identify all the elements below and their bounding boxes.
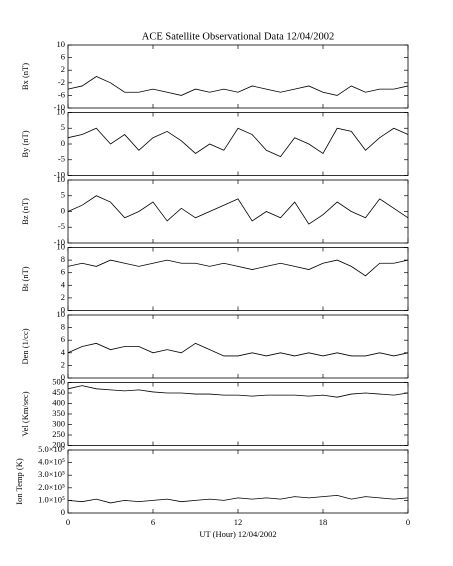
y-tick-label: 8 (61, 322, 65, 332)
y-tick-label: 500 (52, 376, 65, 386)
y-tick-label: 0 (61, 304, 65, 314)
y-axis-label: Vel (Km/sec) (20, 391, 30, 436)
y-tick-label: -10 (54, 237, 65, 247)
y-tick-label: 300 (52, 418, 65, 428)
y-tick-label: 350 (52, 408, 65, 418)
y-tick-label: -6 (58, 89, 65, 99)
y-tick-label: 10 (57, 309, 66, 319)
data-line (67, 76, 409, 96)
chart-title: ACE Satellite Observational Data 12/04/2… (142, 31, 334, 42)
data-line (67, 385, 409, 398)
y-axis-label: Ion Temp (K) (14, 458, 24, 505)
data-line (67, 127, 409, 158)
y-tick-label: 0 (61, 507, 65, 517)
x-tick-label: 18 (319, 517, 328, 527)
y-tick-label: 6 (61, 52, 65, 62)
y-tick-label: 6 (61, 267, 65, 277)
y-tick-label: 4 (61, 279, 66, 289)
y-tick-label: 5.0×10⁵ (38, 444, 65, 454)
y-tick-label: -5 (58, 154, 65, 164)
data-line (67, 494, 409, 504)
y-tick-label: 0 (61, 372, 65, 382)
data-line (67, 259, 409, 277)
y-axis-label: Bt (nT) (20, 266, 30, 291)
y-axis-label: By (nT) (20, 130, 30, 157)
y-tick-label: 400 (52, 397, 65, 407)
y-tick-label: 10 (57, 241, 66, 251)
data-line (67, 195, 409, 225)
y-tick-label: 5 (61, 190, 65, 200)
y-tick-label: -5 (58, 221, 65, 231)
y-tick-label: 10 (57, 174, 66, 184)
y-tick-label: 10 (57, 106, 66, 116)
y-tick-label: 250 (52, 429, 65, 439)
y-tick-label: 5 (61, 122, 65, 132)
x-tick-label: 0 (66, 517, 70, 527)
y-tick-label: -10 (54, 169, 65, 179)
y-tick-label: 2 (61, 359, 65, 369)
x-tick-label: 12 (234, 517, 243, 527)
y-axis-label: Den (1/cc) (20, 328, 30, 364)
panel-frame (67, 382, 409, 446)
y-tick-label: 3.0×10⁵ (38, 469, 65, 479)
y-axis-label: Bz (nT) (20, 198, 30, 225)
y-tick-label: 450 (52, 387, 65, 397)
y-tick-label: 10 (57, 39, 66, 49)
y-tick-label: 8 (61, 254, 65, 264)
y-axis-label: Bx (nT) (20, 63, 30, 90)
panel-frame (67, 112, 409, 176)
y-tick-label: 2 (61, 292, 65, 302)
y-tick-label: 4 (61, 347, 66, 357)
y-tick-label: 200 (52, 439, 65, 449)
y-tick-label: 2.0×10⁵ (38, 482, 65, 492)
y-tick-label: 0 (61, 205, 65, 215)
panel-frame (67, 247, 409, 311)
y-tick-label: 0 (61, 138, 65, 148)
panel-frame (67, 314, 409, 379)
data-line (67, 342, 409, 357)
y-tick-label: -10 (54, 102, 65, 112)
y-tick-label: -2 (58, 77, 65, 87)
panel-frame (67, 449, 409, 514)
x-tick-label: 0 (406, 517, 410, 527)
y-tick-label: 2 (61, 64, 65, 74)
x-axis-label: UT (Hour) 12/04/2002 (199, 529, 276, 539)
x-tick-label: 6 (151, 517, 155, 527)
y-tick-label: 6 (61, 334, 65, 344)
y-tick-label: 1.0×10⁵ (38, 494, 65, 504)
y-tick-label: 4.0×10⁵ (38, 457, 65, 467)
panel-frame (67, 44, 409, 109)
